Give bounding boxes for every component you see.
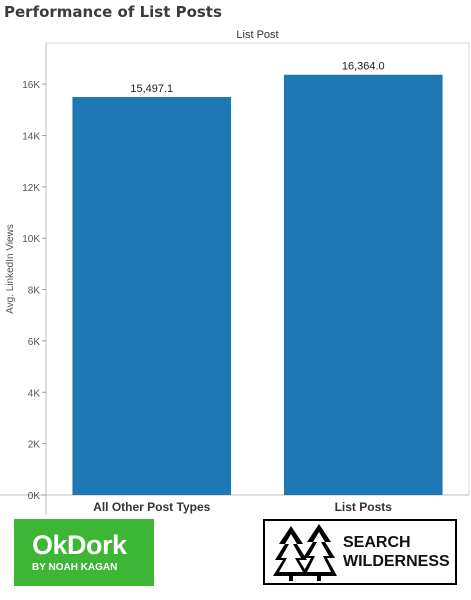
y-tick-label: 2K (28, 440, 41, 451)
chart-title: Performance of List Posts (4, 3, 222, 21)
pine-trees-icon (273, 524, 337, 581)
search-wilderness-logo: SEARCH WILDERNESS (263, 519, 457, 585)
bar-chart: 0K 2K 4K 6K 8K 10K 12K 14K 16K Avg. LinkedIn View… (0, 42, 470, 515)
y-tick-label: 0K (28, 491, 41, 502)
y-tick-label: 4K (28, 388, 41, 399)
y-tick-label: 6K (28, 337, 41, 348)
y-tick-label: 16K (22, 80, 40, 91)
search-wilderness-line1: SEARCH (343, 534, 411, 551)
column-header: List Post (236, 29, 279, 41)
x-tick-label: All Other Post Types (93, 500, 210, 514)
okdork-logo: OkDork BY NOAH KAGAN (14, 519, 154, 586)
y-axis-label: Avg. LinkedIn Views (5, 224, 16, 314)
okdork-logo-sub: BY NOAH KAGAN (32, 561, 118, 573)
axes: 0K 2K 4K 6K 8K 10K 12K 14K 16K Avg. LinkedIn View… (0, 42, 470, 515)
y-tick-label: 10K (22, 234, 40, 245)
bar (72, 97, 232, 496)
data-label: 16,364.0 (342, 61, 385, 73)
y-tick-label: 14K (22, 131, 40, 142)
data-label: 15,497.1 (130, 83, 173, 95)
okdork-logo-main: OkDork (32, 529, 127, 560)
bars (72, 74, 443, 496)
labels: 15,497.1 All Other Post Types 16,364.0 List… (93, 61, 392, 514)
x-tick-label: List Posts (335, 500, 393, 514)
bar (283, 74, 443, 495)
y-tick-label: 12K (22, 183, 40, 194)
y-tick-label: 8K (28, 286, 41, 297)
search-wilderness-line2: WILDERNESS (343, 553, 450, 570)
